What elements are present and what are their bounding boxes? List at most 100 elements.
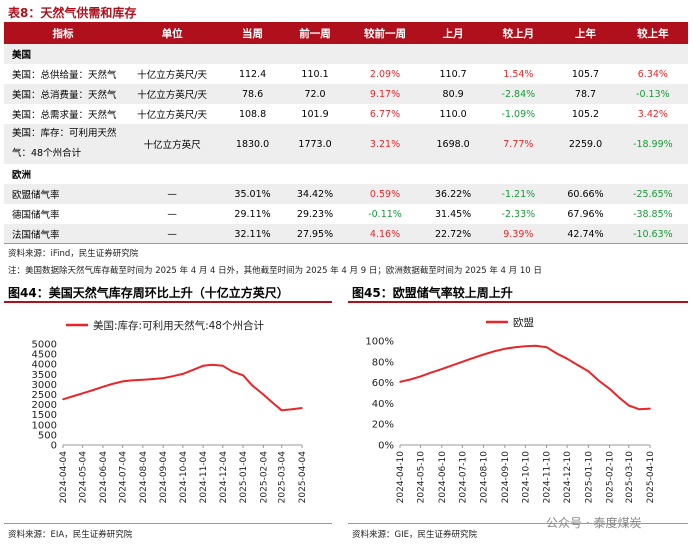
cell-unit: 十亿立方英尺/天 (137, 70, 207, 81)
header-prev-year: 上年 (553, 22, 618, 44)
data-point (142, 379, 144, 381)
cell-yoy: -38.85% (633, 208, 673, 220)
header-wow: 较前一周 (347, 22, 423, 44)
data-point (251, 384, 253, 387)
cell-mom: -1.09% (501, 108, 536, 120)
header-indicator: 指标 (4, 22, 122, 44)
data-point (171, 375, 174, 378)
legend-label: 美国:库存:可利用天然气:48个州合计 (93, 319, 264, 332)
data-point (111, 383, 113, 385)
x-tick-label: 2024-05-04 (79, 451, 89, 504)
cell-prev-year: 2259.0 (553, 124, 618, 164)
x-tick-label: 2025-01-04 (239, 451, 249, 504)
table-note: 注：美国数据除天然气库存截至时间为 2025 年 4 月 4 日外，其他截至时间… (8, 266, 542, 276)
cell-cur: 32.11% (222, 224, 283, 244)
data-point (409, 378, 412, 381)
cell-prev-week: 72.0 (282, 84, 348, 104)
data-point (451, 364, 453, 367)
cell-indicator: 美国：总供给量：天然气 (12, 70, 117, 81)
fig44-chart: 0500100015002000250030003500400045005000… (32, 319, 308, 504)
cell-mom: 1.54% (503, 68, 534, 80)
cell-unit: — (167, 208, 177, 220)
y-tick-label: 4000 (32, 360, 57, 371)
cell-wow: 2.09% (369, 68, 401, 80)
data-point (493, 350, 495, 353)
table-row: 美国：总消费量：天然气 十亿立方英尺/天 78.6 72.0 9.17% 80.9 -2.8… (4, 84, 688, 104)
header-unit: 单位 (122, 22, 223, 44)
data-point (419, 375, 422, 378)
section-row: 美国 (4, 44, 688, 64)
cell-prev-month: 110.7 (439, 68, 467, 80)
cell-prev-year: 105.7 (571, 68, 600, 80)
x-tick-label: 2024-09-04 (159, 451, 169, 504)
data-point (628, 404, 630, 407)
cell-indicator: 欧盟储气率 (4, 184, 122, 204)
fig44-bottom-rule (4, 523, 332, 524)
cell-indicator: 美国：总消费量：天然气 (4, 84, 122, 104)
cell-prev-month: 1698.0 (422, 124, 484, 164)
x-tick-label: 2024-08-04 (139, 451, 149, 504)
data-point (202, 365, 204, 367)
legend-label: 欧盟 (513, 317, 534, 329)
data-point (597, 379, 600, 382)
cell-mom: 9.39% (483, 224, 554, 244)
fig45-source: 资料来源：GIE，民生证券研究院 (352, 530, 477, 540)
data-point (441, 368, 443, 370)
x-tick-label: 2025-02-04 (259, 451, 269, 504)
cell-unit: — (122, 224, 223, 244)
data-point (649, 407, 651, 410)
cell-prev-month: 31.45% (434, 208, 472, 220)
data-point (81, 392, 84, 395)
fig45-chart: 0% 20% 40% 60% 80% 100% 2024-04-10 2024-05-10 20… (365, 317, 656, 504)
x-tick-label: 2024-04-04 (59, 451, 69, 504)
cell-mom: 7.77% (483, 124, 554, 164)
x-tick-label: 2024-09-10 (501, 451, 511, 504)
fig45-bottom-rule (348, 523, 688, 524)
y-tick-label: 20% (372, 420, 394, 431)
y-tick-label: 1500 (32, 410, 57, 421)
cell-yoy: -25.65% (617, 184, 688, 204)
cell-unit: — (122, 184, 223, 204)
data-point (566, 357, 568, 360)
data-point (638, 408, 640, 410)
data-point (471, 357, 474, 359)
data-point (222, 365, 224, 367)
cell-indicator: 美国：库存：可利用天然气：48个州合计 (4, 124, 122, 164)
cell-mom: -2.84% (483, 84, 554, 104)
data-point (62, 398, 64, 401)
cell-indicator-text: 美国：库存：可利用天然气：48个州合计 (12, 128, 117, 159)
fig44-title-rule (4, 301, 332, 303)
cell-wow: 0.59% (347, 184, 423, 204)
cell-prev-year: 60.66% (553, 184, 618, 204)
table-header-row: 指标 单位 当周 前一周 较前一周 上月 较上月 上年 较上年 (4, 22, 688, 44)
fig44-title: 图44：美国天然气库存周环比上升（十亿立方英尺） (8, 286, 289, 300)
data-point (121, 380, 124, 383)
y-tick-label: 2500 (32, 390, 57, 401)
cell-prev-week: 110.1 (301, 68, 329, 80)
cell-prev-year: 42.74% (553, 224, 618, 244)
gas-supply-demand-table: 指标 单位 当周 前一周 较前一周 上月 较上月 上年 较上年 美国美国：总供给… (4, 22, 688, 244)
x-tick-label: 2024-12-04 (219, 451, 229, 504)
x-tick-label: 2024-10-04 (179, 451, 189, 504)
data-point (271, 401, 274, 404)
y-tick-label: 0 (51, 441, 57, 452)
cell-wow: 4.16% (347, 224, 423, 244)
y-tick-label: 80% (372, 357, 394, 368)
table-row: 欧盟储气率 —35.01% 34.42% 0.59% 36.22% -1.21% 60.66… (4, 184, 688, 204)
x-tick-label: 2024-07-10 (458, 451, 468, 504)
series-line (62, 363, 303, 412)
data-point (504, 348, 506, 350)
cell-prev-month: 110.0 (439, 108, 467, 120)
data-point (608, 388, 611, 390)
x-tick-label: 2024-08-10 (480, 451, 490, 504)
cell-wow: 9.17% (347, 84, 423, 104)
header-current: 当周 (222, 22, 283, 44)
data-point (262, 393, 265, 396)
cell-prev-week: 34.42% (282, 184, 348, 204)
cell-prev-year: 67.96% (567, 208, 604, 220)
table-title: 表8：天然气供需和库存 (8, 6, 137, 20)
data-point (576, 364, 579, 366)
header-mom: 较上月 (483, 22, 554, 44)
section-label: 欧洲 (12, 170, 32, 181)
cell-prev-month: 36.22% (422, 184, 484, 204)
